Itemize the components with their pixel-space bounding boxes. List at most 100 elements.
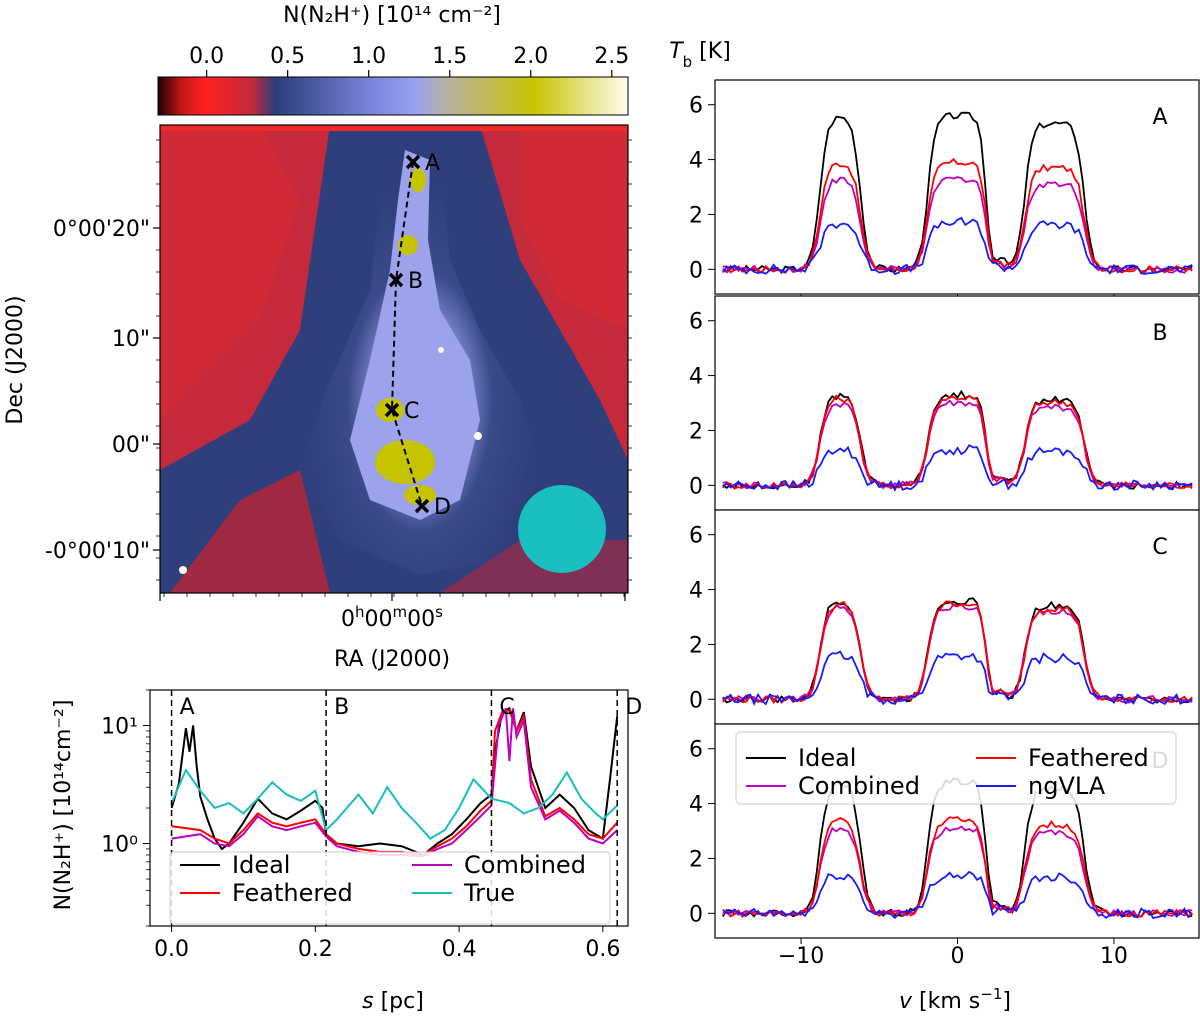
map-bright-clump [375, 440, 435, 484]
spectrum-ytick-label: 6 [689, 738, 703, 763]
cut-series-line [171, 708, 618, 857]
cut-marker [388, 272, 404, 288]
map-ytick-label: 10" [112, 327, 150, 352]
cut-xtick-label: 0.4 [442, 937, 477, 962]
colorbar-tick-label: 1.5 [432, 44, 467, 69]
spectrum-ytick-label: 0 [689, 474, 703, 499]
spectra-panels: Tb [K] v [km s−1] 0246A0246B0246C0246D−1… [669, 39, 1200, 1014]
spectrum-legend-label: Combined [798, 772, 920, 800]
cut-vline-label: A [180, 695, 195, 720]
spectrum-line [722, 650, 1193, 706]
map-axis-ticks: 0°00'20" 10" 00" -0°00'10" [45, 139, 632, 601]
spectrum-ytick-label: 4 [689, 579, 703, 604]
spectrum-ytick-label: 6 [689, 94, 703, 119]
spectrum-xtick-label: −10 [778, 944, 824, 969]
map-edge [160, 125, 628, 131]
spectrum-panel: 0 2 4 6 A [689, 79, 1200, 300]
map-bright-spot [179, 566, 187, 574]
spectrum-xtick-label: 0 [951, 944, 965, 969]
cut-ytick-label: 10⁰ [101, 833, 138, 858]
cut-vline-label: C [499, 695, 514, 720]
colorbar-scale [157, 76, 629, 116]
cut-marker [405, 154, 421, 170]
cut-series-line [170, 767, 618, 840]
map-ytick-label: -0°00'10" [45, 539, 150, 564]
spectrum-frame [714, 79, 1200, 295]
intensity-map: A B C D 0°00'20" 10" 00" -0°00'10" 0h00m00s RA… [3, 124, 632, 672]
cut-xtick-label: 0.0 [154, 937, 189, 962]
map-red-region [520, 125, 628, 330]
cut-vline-label: B [334, 695, 349, 720]
spectrum-frame [714, 509, 1200, 725]
colorbar-ticks: 0.0 0.5 1.0 1.5 2.0 2.5 [189, 44, 629, 77]
colorbar: N(N₂H⁺) [10¹⁴ cm⁻²] 0.0 0.5 1.0 1.5 2.0 2.5 [157, 3, 629, 116]
spectrum-ytick-label: 0 [689, 688, 703, 713]
spectrum-panel-label: C [1152, 535, 1167, 560]
map-bright-spot [474, 432, 482, 440]
spectrum-legend-label: Ideal [798, 744, 856, 772]
spectrum-panel-label: B [1152, 321, 1167, 346]
cut-marker-label: D [434, 495, 451, 520]
map-bright-spot [438, 347, 444, 353]
beam-circle [518, 485, 606, 573]
cut-ytick-label: 10¹ [101, 715, 138, 740]
map-red-region [170, 470, 330, 593]
colorbar-tick-label: 0.5 [270, 44, 305, 69]
cut-ylabel: N(N₂H⁺) [10¹⁴cm⁻²] [51, 700, 76, 911]
spectrum-line [722, 399, 1193, 490]
colorbar-label: N(N₂H⁺) [10¹⁴ cm⁻²] [283, 3, 501, 28]
cut-xtick-label: 0.6 [585, 937, 620, 962]
cut-legend-label: Ideal [232, 851, 290, 879]
cut-path [390, 161, 423, 507]
map-ylabel: Dec (J2000) [3, 295, 28, 424]
spectrum-panel: 0 2 4 6 B [689, 295, 1200, 516]
spectrum-line [722, 394, 1193, 490]
spectrum-ytick-label: 2 [689, 203, 703, 228]
cut-marker [414, 498, 430, 514]
map-bright-clump [398, 235, 418, 255]
map-ytick-label: 0°00'20" [53, 217, 150, 242]
spectrum-xtick-label: 10 [1100, 944, 1128, 969]
spectrum-ytick-label: 0 [689, 902, 703, 927]
spectrum-ytick-label: 2 [689, 633, 703, 658]
map-ytick-label: 00" [112, 433, 150, 458]
spectrum-legend-label: ngVLA [1028, 772, 1106, 800]
spectrum-panel-label: A [1152, 105, 1167, 130]
colorbar-tick-label: 2.5 [594, 44, 629, 69]
cut-series-line [171, 707, 618, 858]
spectrum-ytick-label: 4 [689, 365, 703, 390]
map-filament-core [350, 150, 480, 520]
spectrum-line [722, 176, 1193, 275]
spectrum-panel: 0 2 4 6 C [689, 509, 1200, 730]
cut-legend-box [169, 851, 611, 925]
spectrum-line [722, 870, 1193, 920]
cut-vline-label: D [625, 695, 642, 720]
spectrum-ytick-label: 2 [689, 847, 703, 872]
spectrum-line [722, 825, 1193, 918]
spectrum-legend-label: Feathered [1028, 744, 1149, 772]
cut-series-line [170, 706, 619, 857]
cut-legend-label: Feathered [232, 879, 353, 907]
spectrum-ytick-label: 6 [689, 524, 703, 549]
colorbar-tick-label: 2.0 [513, 44, 548, 69]
cut-marker-label: C [404, 399, 419, 424]
cut-marker [384, 402, 400, 418]
spectrum-ytick-label: 6 [689, 310, 703, 335]
cut-xlabel: s [pc] [362, 989, 424, 1014]
cut-legend-label: Combined [464, 851, 586, 879]
map-xlabel: RA (J2000) [334, 647, 450, 672]
cut-markers: A B C D [384, 151, 451, 520]
spectrum-ytick-label: 4 [689, 793, 703, 818]
map-bright-clump [410, 168, 426, 192]
column-density-cut: N(N₂H⁺) [10¹⁴cm⁻²] s [pc] 0.0 0.2 0.4 0.6 10… [51, 689, 642, 1014]
cut-xtick-label: 0.2 [298, 937, 333, 962]
spectrum-line [722, 157, 1193, 274]
spectrum-line [722, 816, 1193, 919]
spectrum-line [722, 216, 1193, 276]
map-xtick-label: 0h00m00s [341, 603, 443, 632]
spectrum-ytick-label: 0 [689, 258, 703, 283]
cut-legend-label: True [463, 879, 515, 907]
